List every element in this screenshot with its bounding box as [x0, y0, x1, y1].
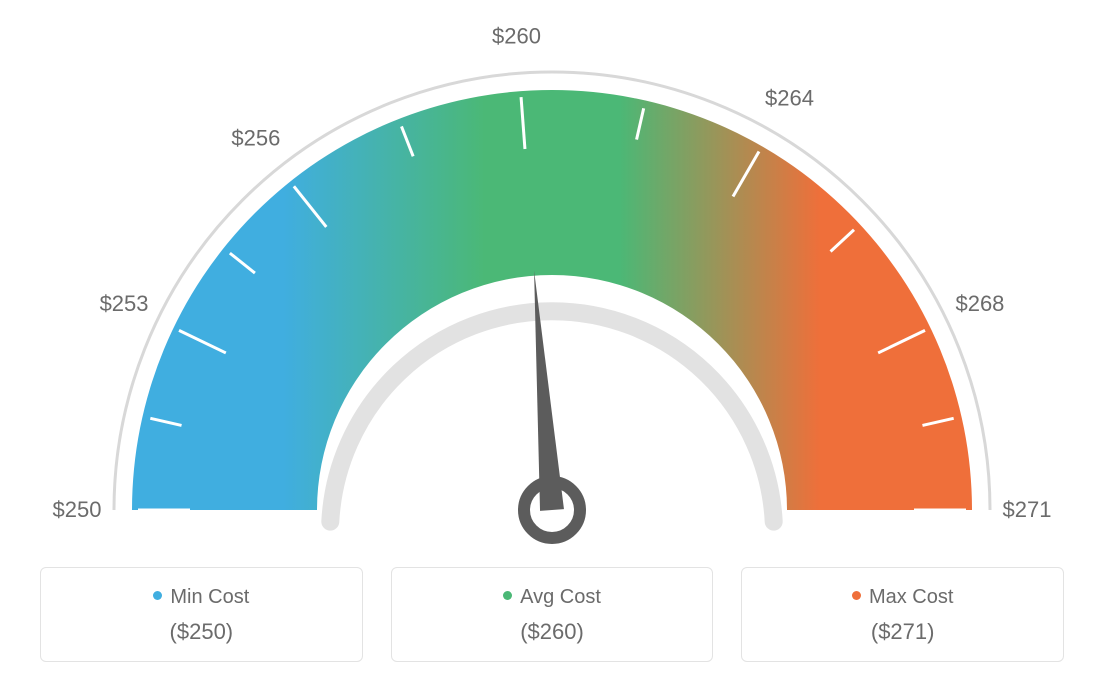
- legend-value-avg: ($260): [402, 619, 703, 645]
- legend-card-avg: Avg Cost ($260): [391, 567, 714, 662]
- svg-text:$253: $253: [100, 291, 149, 316]
- svg-text:$264: $264: [765, 86, 814, 111]
- svg-text:$268: $268: [955, 291, 1004, 316]
- legend-title-avg: Avg Cost: [402, 586, 703, 609]
- svg-text:$256: $256: [231, 126, 280, 151]
- legend-dot-avg: [503, 591, 512, 600]
- svg-text:$260: $260: [492, 23, 541, 48]
- gauge-chart: $250 $253 $256 $260 $264 $268 $271: [0, 0, 1104, 560]
- legend-label-avg: Avg Cost: [520, 586, 601, 608]
- svg-text:$271: $271: [1003, 497, 1052, 522]
- legend-label-min: Min Cost: [170, 586, 249, 608]
- legend-card-max: Max Cost ($271): [741, 567, 1064, 662]
- svg-text:$250: $250: [53, 497, 102, 522]
- legend-title-min: Min Cost: [51, 586, 352, 609]
- legend-dot-max: [852, 591, 861, 600]
- legend-label-max: Max Cost: [869, 586, 953, 608]
- gauge-svg: $250 $253 $256 $260 $264 $268 $271: [0, 0, 1104, 560]
- legend-card-min: Min Cost ($250): [40, 567, 363, 662]
- legend-value-min: ($250): [51, 619, 352, 645]
- legend-dot-min: [153, 591, 162, 600]
- legend-value-max: ($271): [752, 619, 1053, 645]
- legend-row: Min Cost ($250) Avg Cost ($260) Max Cost…: [40, 567, 1064, 662]
- legend-title-max: Max Cost: [752, 586, 1053, 609]
